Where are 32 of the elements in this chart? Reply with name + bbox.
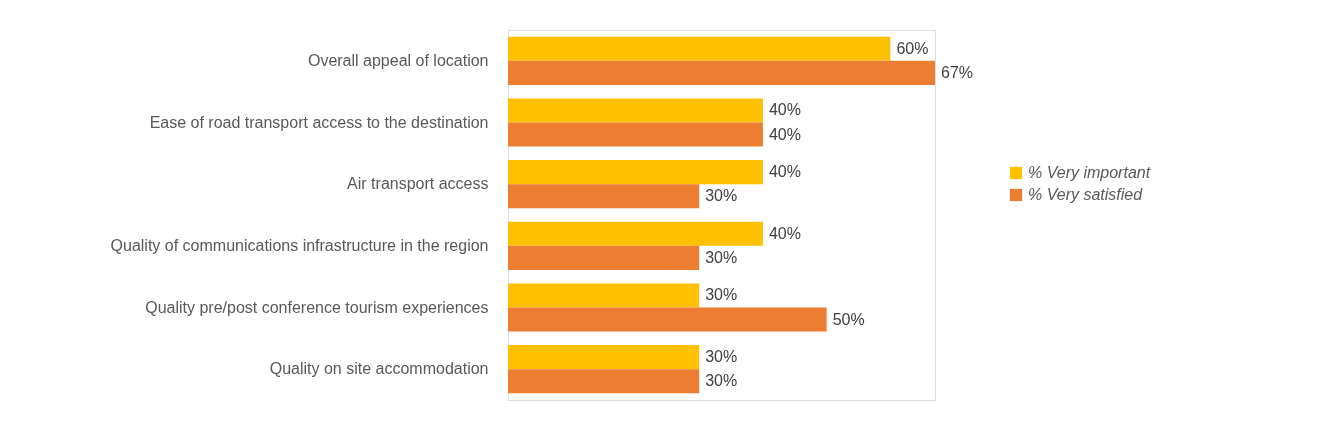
- bar: [508, 283, 700, 308]
- y-tick-label: Quality pre/post conference tourism experiences: [145, 298, 489, 316]
- data-label: 40%: [768, 224, 801, 242]
- bar: [508, 36, 891, 61]
- bar: [508, 160, 763, 185]
- data-label: 40%: [768, 125, 801, 143]
- data-label: 30%: [705, 372, 738, 390]
- data-label: 30%: [705, 187, 738, 205]
- bar: [508, 221, 763, 246]
- bar: [508, 184, 700, 209]
- bar: [508, 98, 763, 123]
- y-tick-label: Ease of road transport access to the destination: [149, 113, 489, 131]
- data-label: 67%: [941, 63, 974, 81]
- data-label: 60%: [896, 39, 929, 57]
- bar: [508, 60, 935, 85]
- y-tick-label: Quality of communications infrastructure in the region: [110, 236, 489, 254]
- data-label: 30%: [705, 348, 738, 366]
- data-label: 50%: [832, 310, 865, 328]
- data-label: 40%: [768, 101, 801, 119]
- data-label: 30%: [705, 248, 738, 266]
- data-label: 40%: [768, 163, 801, 181]
- y-tick-label: Air transport access: [347, 175, 489, 193]
- legend-label: % Very important: [1028, 164, 1151, 181]
- y-tick-label: Overall appeal of location: [307, 51, 489, 69]
- data-label: 30%: [705, 286, 738, 304]
- bar: [508, 369, 700, 394]
- bar: [508, 307, 827, 332]
- bar: [508, 122, 763, 147]
- bar: [508, 345, 700, 370]
- bar: [508, 245, 700, 270]
- y-tick-label: Quality on site accommodation: [269, 360, 489, 378]
- legend-label: % Very satisfied: [1028, 186, 1144, 203]
